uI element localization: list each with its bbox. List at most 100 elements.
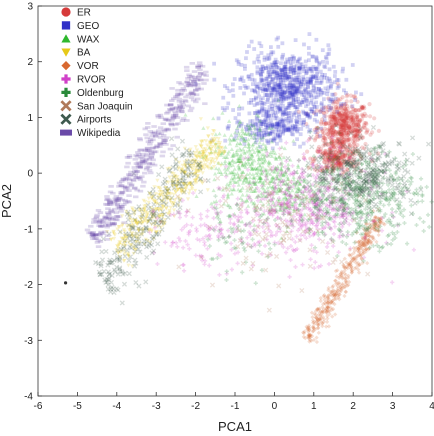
data-point — [259, 72, 263, 76]
data-point — [335, 156, 340, 161]
data-point — [138, 217, 144, 222]
data-point — [281, 172, 286, 176]
data-point — [359, 156, 364, 161]
data-point — [306, 102, 310, 107]
data-point — [315, 196, 320, 201]
data-point — [361, 241, 366, 246]
data-point — [346, 130, 351, 135]
data-point — [356, 129, 361, 135]
data-point — [242, 84, 247, 88]
data-point — [338, 157, 343, 162]
data-point — [270, 80, 274, 85]
data-point — [179, 227, 184, 232]
data-point — [273, 185, 278, 190]
data-point — [252, 241, 257, 247]
data-point — [331, 155, 336, 160]
data-point — [290, 94, 295, 99]
data-point — [227, 141, 233, 146]
data-point — [301, 152, 306, 157]
data-point — [300, 66, 305, 71]
data-point — [333, 157, 338, 162]
data-point — [286, 211, 292, 215]
data-point — [312, 200, 317, 205]
data-point — [207, 145, 212, 150]
data-point — [158, 187, 163, 192]
data-point — [247, 180, 252, 185]
data-point — [284, 223, 289, 228]
data-point — [373, 228, 378, 233]
data-point — [349, 268, 355, 273]
data-point — [228, 179, 233, 184]
data-point — [325, 241, 330, 246]
data-point — [335, 78, 339, 82]
data-point — [109, 237, 114, 242]
data-point — [301, 155, 307, 160]
data-point — [270, 107, 274, 111]
data-point — [229, 133, 234, 137]
data-point — [223, 170, 228, 174]
data-point — [258, 199, 263, 203]
data-point — [354, 127, 359, 132]
data-point — [344, 217, 349, 222]
data-point — [332, 293, 337, 298]
data-point — [339, 229, 344, 234]
data-point — [349, 155, 354, 160]
data-point — [344, 219, 349, 225]
data-point — [426, 141, 432, 147]
data-point — [122, 244, 127, 248]
data-point — [256, 157, 261, 162]
data-point — [325, 155, 330, 160]
data-point — [336, 159, 341, 164]
data-point — [250, 166, 255, 171]
data-point — [222, 148, 227, 153]
data-point — [294, 86, 298, 90]
data-point — [343, 153, 348, 158]
data-point — [144, 215, 149, 220]
data-point — [222, 166, 227, 171]
data-point — [304, 225, 309, 230]
data-point — [236, 156, 241, 161]
data-point — [304, 87, 308, 92]
data-point — [425, 212, 431, 217]
data-point — [191, 163, 196, 168]
data-point — [327, 309, 332, 314]
data-point — [272, 84, 276, 89]
data-point — [348, 211, 353, 216]
data-point — [291, 207, 297, 212]
data-point — [357, 246, 362, 251]
data-point — [339, 286, 344, 291]
data-point — [377, 217, 382, 222]
data-point — [320, 323, 325, 329]
data-point — [265, 56, 270, 61]
data-point — [329, 200, 334, 205]
data-point — [313, 195, 318, 200]
data-point — [342, 114, 347, 119]
data-point — [204, 164, 209, 169]
data-point — [209, 138, 214, 143]
data-point — [159, 199, 164, 203]
data-point — [313, 203, 318, 208]
data-point — [318, 92, 323, 97]
data-point — [391, 214, 396, 220]
data-point — [287, 101, 291, 106]
data-point — [360, 105, 365, 110]
data-point — [185, 197, 191, 202]
data-point — [278, 217, 284, 222]
data-point — [342, 127, 347, 132]
data-point — [300, 174, 305, 179]
data-point — [226, 160, 231, 165]
data-point — [133, 235, 138, 240]
data-point — [244, 176, 249, 181]
data-point — [336, 161, 341, 166]
data-point — [328, 289, 334, 294]
data-point — [309, 198, 314, 202]
data-point — [258, 72, 263, 77]
data-point — [353, 133, 358, 138]
data-point — [292, 111, 297, 116]
data-point — [345, 123, 350, 128]
data-point — [303, 222, 308, 227]
data-point — [335, 117, 340, 122]
data-point — [343, 124, 348, 129]
data-point — [205, 165, 210, 170]
data-point — [218, 141, 223, 145]
